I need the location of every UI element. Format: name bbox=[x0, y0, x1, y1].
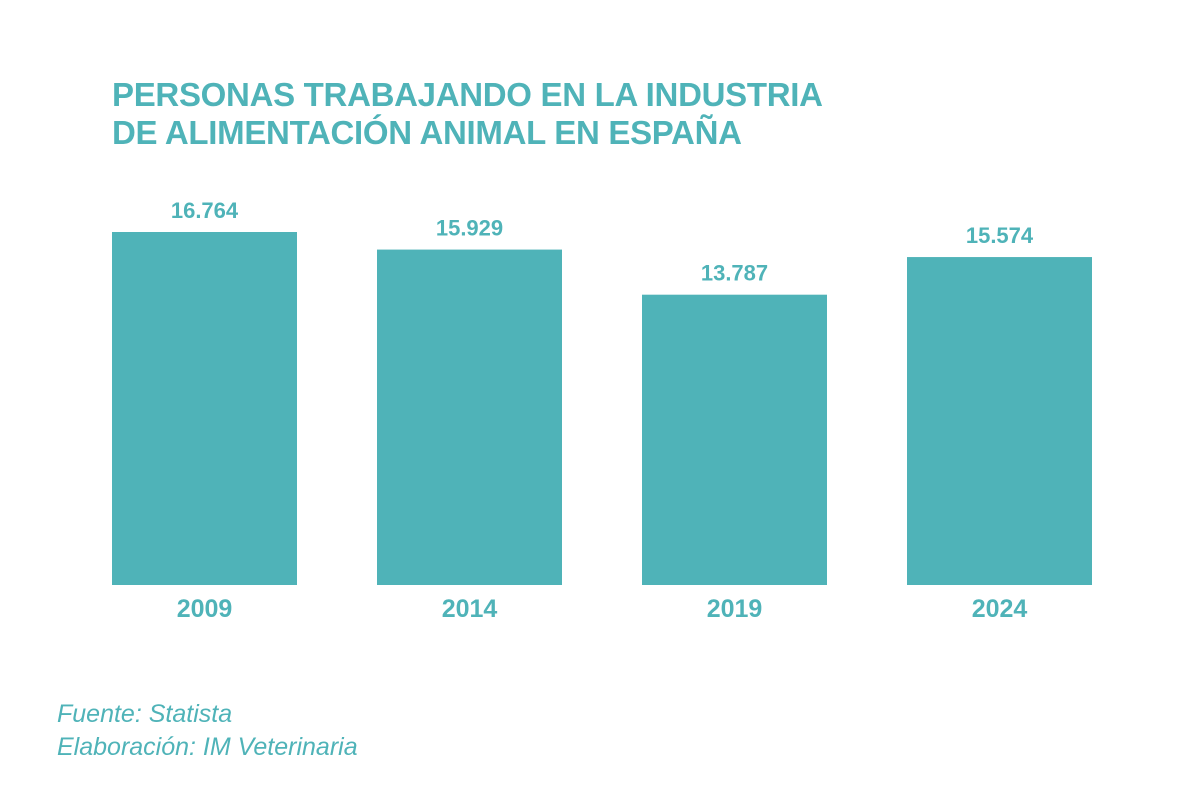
value-label-2009: 16.764 bbox=[171, 198, 239, 223]
chart-title-line-2: DE ALIMENTACIÓN ANIMAL EN ESPAÑA bbox=[112, 114, 742, 151]
bar-2024 bbox=[907, 257, 1092, 585]
bar-2009 bbox=[112, 232, 297, 585]
category-label-2019: 2019 bbox=[707, 595, 763, 623]
chart-title-line-1: PERSONAS TRABAJANDO EN LA INDUSTRIA bbox=[112, 76, 823, 113]
credit-note: Elaboración: IM Veterinaria bbox=[57, 733, 358, 761]
value-label-2024: 15.574 bbox=[966, 223, 1034, 248]
chart-title: PERSONAS TRABAJANDO EN LA INDUSTRIA DE A… bbox=[112, 76, 823, 152]
category-label-2024: 2024 bbox=[972, 595, 1028, 623]
value-label-2014: 15.929 bbox=[436, 216, 503, 241]
bar-2019 bbox=[642, 294, 827, 585]
source-note: Fuente: Statista bbox=[57, 700, 233, 728]
category-label-2014: 2014 bbox=[442, 595, 498, 623]
value-label-2019: 13.787 bbox=[701, 261, 768, 286]
chart-footer: Fuente: Statista Elaboración: IM Veterin… bbox=[57, 698, 358, 764]
bar-2014 bbox=[377, 249, 562, 585]
category-label-2009: 2009 bbox=[177, 595, 233, 623]
